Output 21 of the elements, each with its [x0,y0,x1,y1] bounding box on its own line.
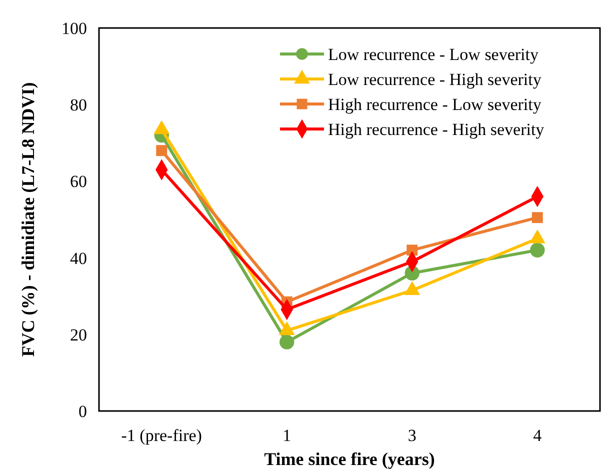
y-tick-label: 80 [70,96,87,115]
x-tick-label: 4 [533,426,542,445]
point [280,334,294,350]
x-tick-label: 1 [282,426,292,445]
y-tick-label: 20 [70,325,87,344]
point [532,212,543,224]
legend-label: Low recurrence - Low severity [328,44,540,64]
legend-label: Low recurrence - High severity [328,70,542,89]
legend-label: High recurrence - Low severity [328,94,542,114]
x-axis-title: Time since fire (years) [264,449,435,469]
y-tick-label: 40 [70,248,87,268]
point [406,244,418,256]
point [530,242,545,258]
legend-label: High recurrence - High severity [328,120,545,139]
y-tick-label: 60 [70,172,87,192]
y-axis-title: FVC (%) - dimidiate (L7-L8 NDVI) [18,82,38,357]
y-tick-label: 0 [78,402,87,421]
x-tick-label: 3 [408,426,416,445]
y-tick-label: 100 [62,18,87,38]
x-tick-label: -1 (pre-fire) [121,426,202,445]
point [156,145,168,156]
